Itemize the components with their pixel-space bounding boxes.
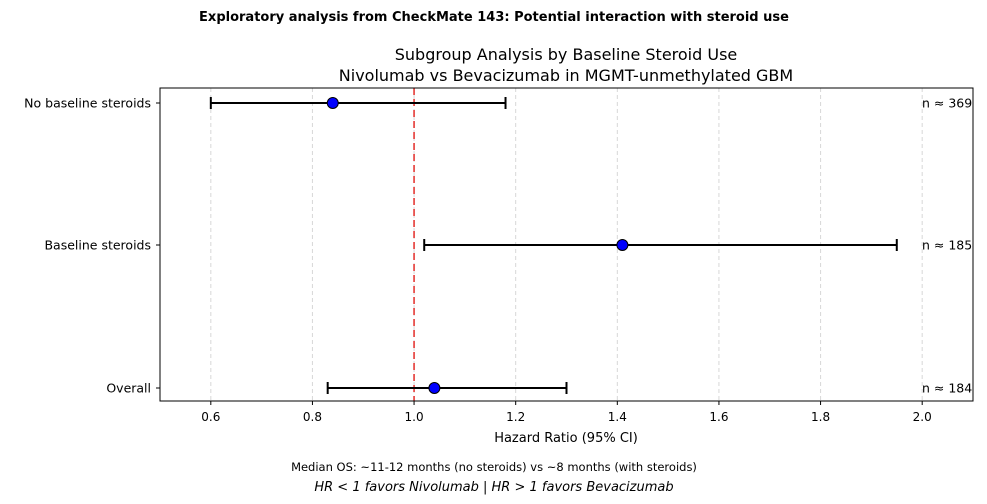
y-tick-label: No baseline steroids <box>24 96 151 111</box>
x-tick-label: 2.0 <box>913 410 932 424</box>
y-tick-label: Overall <box>106 381 151 396</box>
x-tick-label: 1.2 <box>506 410 525 424</box>
x-tick-label: 0.6 <box>201 410 220 424</box>
chart-title-line2: Nivolumab vs Bevacizumab in MGMT-unmethy… <box>339 66 793 85</box>
chart-title-line1: Subgroup Analysis by Baseline Steroid Us… <box>395 45 738 64</box>
hr-point <box>616 239 629 251</box>
x-axis-label: Hazard Ratio (95% CI) <box>494 431 638 446</box>
y-tick-label: Baseline steroids <box>44 238 151 253</box>
hr-point <box>326 97 339 109</box>
forest-row: n ≈ 184 <box>326 381 972 396</box>
x-tick-label: 1.0 <box>405 410 424 424</box>
forest-row: n ≈ 369 <box>209 96 972 111</box>
n-label: n ≈ 369 <box>922 96 972 111</box>
x-axis-ticks: 0.6 0.8 1.0 1.2 1.4 1.6 1.8 2.0 <box>201 401 932 424</box>
x-tick-label: 1.4 <box>608 410 627 424</box>
n-label: n ≈ 185 <box>922 238 972 253</box>
hr-point <box>428 382 441 394</box>
interpretation-note: HR < 1 favors Nivolumab | HR > 1 favors … <box>314 480 673 495</box>
footnote-median-os: Median OS: ~11-12 months (no steroids) v… <box>291 460 697 474</box>
forest-rows: n ≈ 369 n ≈ 185 n ≈ 184 <box>209 96 972 396</box>
x-tick-label: 0.8 <box>303 410 322 424</box>
n-label: n ≈ 184 <box>922 381 972 396</box>
x-tick-label: 1.8 <box>811 410 830 424</box>
x-tick-label: 1.6 <box>709 410 728 424</box>
y-axis-ticks: No baseline steroids Baseline steroids Ove… <box>24 96 160 396</box>
figure-suptitle: Exploratory analysis from CheckMate 143:… <box>199 10 789 25</box>
forest-row: n ≈ 185 <box>423 238 972 253</box>
